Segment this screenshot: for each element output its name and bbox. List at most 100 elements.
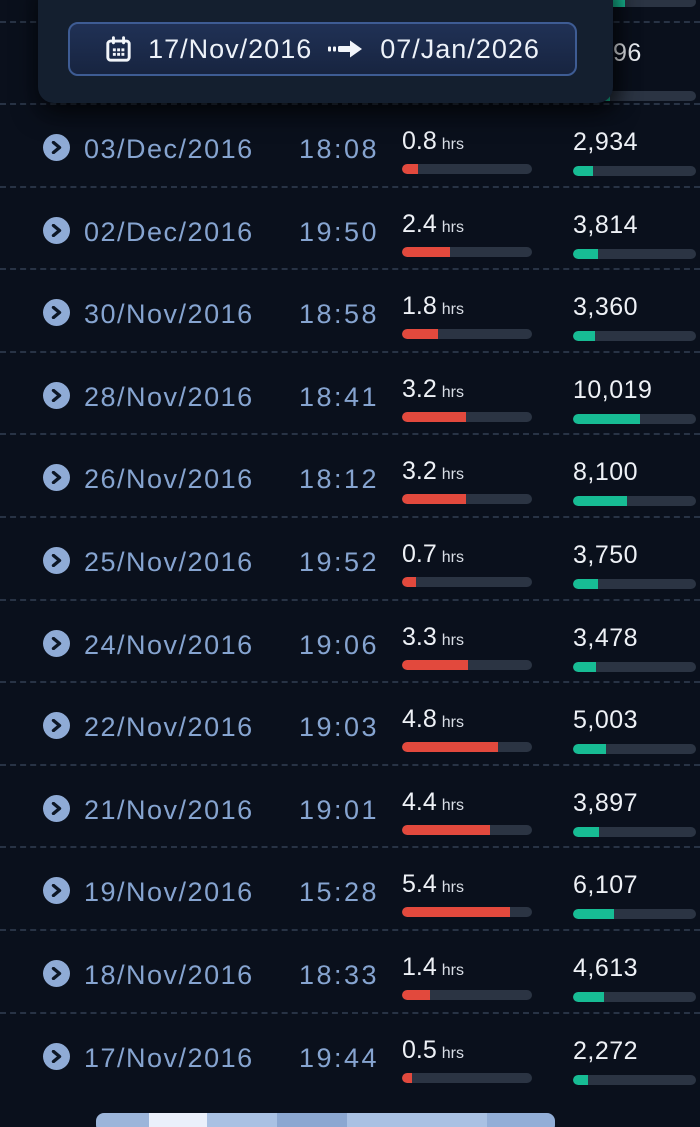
hours-bar-track (402, 659, 532, 670)
hours-value: 4.4 (402, 787, 437, 816)
hours-unit: hrs (441, 466, 464, 484)
range-start-date: 17/Nov/2016 (148, 33, 313, 64)
hours-unit: hrs (441, 714, 464, 732)
chevron-right-icon (51, 966, 62, 980)
hours-value: 0.7 (402, 539, 437, 568)
hours-cell: 1.8 hrs (402, 292, 532, 340)
hours-unit: hrs (441, 548, 464, 566)
count-bar-fill (573, 248, 599, 259)
hours-bar-track (402, 576, 532, 587)
count-cell: 2,934 (573, 128, 696, 176)
session-row[interactable]: 26/Nov/2016 18:12 3.2 hrs 8,100 (0, 433, 700, 516)
session-date: 25/Nov/2016 (84, 546, 254, 577)
hours-value: 2.4 (402, 209, 437, 238)
hours-bar-track (402, 329, 532, 340)
count-cell: 3,750 (573, 541, 696, 589)
hours-cell: 1.4 hrs (402, 953, 532, 1000)
count-bar-track (573, 1074, 696, 1085)
hours-cell: 0.5 hrs (402, 1036, 532, 1083)
count-cell: 4,613 (573, 954, 696, 1002)
expand-row-button[interactable] (43, 216, 70, 244)
expand-row-button[interactable] (43, 381, 70, 409)
date-range-button[interactable]: 17/Nov/2016 07/Jan/2026 (68, 22, 577, 76)
expand-row-button[interactable] (43, 134, 70, 161)
expand-row-button[interactable] (43, 546, 70, 574)
session-row[interactable]: 03/Dec/2016 18:08 0.8 hrs 2,934 (0, 103, 700, 186)
hours-bar-fill (402, 659, 468, 670)
count-bar-fill (573, 909, 614, 920)
count-bar-fill (573, 661, 597, 672)
session-row[interactable]: 25/Nov/2016 19:52 0.7 hrs 3,750 (0, 515, 700, 599)
scrollbar-segment (207, 1113, 277, 1127)
count-value: 2,272 (573, 1036, 639, 1065)
count-cell: 3,814 (573, 211, 696, 259)
session-date: 28/Nov/2016 (84, 381, 254, 412)
session-row[interactable]: 28/Nov/2016 18:41 3.2 hrs 10,019 (0, 350, 700, 434)
session-row[interactable]: 02/Dec/2016 19:50 2.4 hrs 3,814 (0, 185, 700, 269)
session-date: 17/Nov/2016 (84, 1042, 254, 1073)
range-end-date: 07/Jan/2026 (380, 33, 540, 64)
expand-row-button[interactable] (43, 299, 70, 327)
session-date: 19/Nov/2016 (84, 877, 254, 908)
session-date: 24/Nov/2016 (84, 629, 254, 660)
expand-row-button[interactable] (43, 1042, 70, 1070)
count-bar-fill (573, 826, 599, 837)
arrow-right-icon (328, 40, 363, 58)
hours-bar-fill (402, 329, 438, 340)
hours-cell: 0.8 hrs (402, 127, 532, 174)
session-row[interactable]: 21/Nov/2016 19:01 4.4 hrs 3,897 (0, 763, 700, 847)
hours-bar-fill (402, 246, 450, 257)
date-range-popup: 17/Nov/2016 07/Jan/2026 (38, 0, 613, 103)
session-time: 19:50 (299, 216, 380, 247)
expand-row-button[interactable] (43, 959, 70, 987)
session-row[interactable]: 24/Nov/2016 19:06 3.3 hrs 3,478 (0, 598, 700, 682)
count-bar-track (573, 248, 696, 259)
hours-cell: 3.2 hrs (402, 457, 532, 505)
expand-row-button[interactable] (43, 794, 70, 822)
hours-value: 1.4 (402, 952, 437, 981)
hours-unit: hrs (441, 218, 464, 236)
session-time: 15:28 (299, 877, 380, 908)
session-time: 18:41 (299, 381, 380, 412)
count-bar-track (573, 661, 696, 672)
hours-unit: hrs (441, 136, 464, 153)
count-value: 5,003 (573, 706, 639, 735)
session-time: 19:06 (299, 629, 380, 660)
hours-unit: hrs (441, 301, 464, 319)
hours-unit: hrs (441, 879, 464, 897)
expand-row-button[interactable] (43, 712, 70, 740)
hours-value: 5.4 (402, 870, 437, 899)
chevron-right-icon (51, 388, 62, 402)
count-cell: 5,003 (573, 706, 696, 755)
session-date: 18/Nov/2016 (84, 959, 254, 990)
hours-value: 0.5 (402, 1035, 437, 1064)
hours-cell: 3.2 hrs (402, 375, 532, 422)
count-bar-track (573, 578, 696, 589)
session-date: 03/Dec/2016 (84, 134, 254, 164)
hours-bar-track (402, 164, 532, 174)
count-bar-fill (573, 991, 604, 1002)
expand-row-button[interactable] (43, 629, 70, 657)
count-bar-track (573, 496, 696, 507)
session-row[interactable]: 18/Nov/2016 18:33 1.4 hrs 4,613 (0, 928, 700, 1012)
session-row[interactable]: 30/Nov/2016 18:58 1.8 hrs 3,360 (0, 268, 700, 351)
hours-unit: hrs (441, 796, 464, 814)
hours-bar-fill (402, 824, 490, 835)
session-row[interactable]: 19/Nov/2016 15:28 5.4 hrs 6,107 (0, 846, 700, 929)
session-time: 19:03 (299, 712, 380, 743)
scrollbar-segment (487, 1113, 555, 1127)
count-bar-fill (573, 166, 593, 176)
hours-unit: hrs (441, 1044, 464, 1062)
session-row[interactable]: 17/Nov/2016 19:44 0.5 hrs 2,272 (0, 1011, 700, 1095)
count-value: 3,750 (573, 540, 639, 569)
expand-row-button[interactable] (43, 877, 70, 905)
count-bar-fill (573, 578, 598, 589)
hours-bar-fill (402, 411, 466, 422)
expand-row-button[interactable] (43, 464, 70, 492)
session-row[interactable]: 22/Nov/2016 19:03 4.8 hrs 5,003 (0, 681, 700, 764)
hours-bar-fill (402, 494, 466, 505)
hours-value: 0.8 (402, 127, 437, 155)
hours-cell: 5.4 hrs (402, 870, 532, 918)
horizontal-scrollbar[interactable] (96, 1113, 555, 1127)
